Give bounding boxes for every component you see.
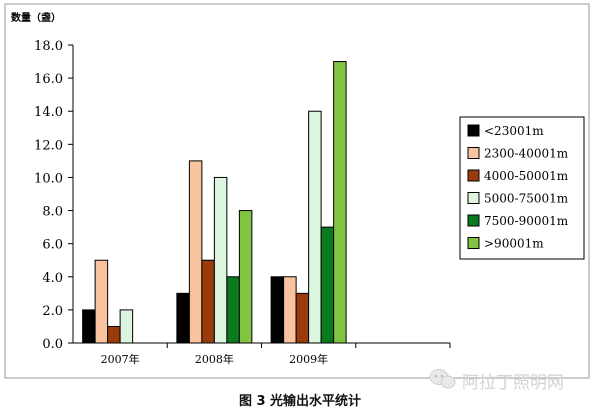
legend-entry: <23001m bbox=[484, 124, 544, 138]
legend-swatch bbox=[467, 214, 480, 227]
y-tick-label: 10.0 bbox=[34, 171, 63, 186]
bar bbox=[238, 210, 253, 344]
y-tick-label: 0.0 bbox=[42, 337, 63, 352]
bar bbox=[119, 309, 134, 344]
legend-swatch bbox=[467, 192, 480, 204]
wechat-icon bbox=[429, 369, 456, 389]
watermark: 阿拉丁照明网 bbox=[429, 369, 564, 393]
bar bbox=[201, 259, 215, 344]
bar bbox=[176, 292, 190, 344]
x-tick-label: 2009年 bbox=[289, 352, 328, 366]
legend-entry: 7500-90001m bbox=[484, 214, 569, 228]
legend-swatch bbox=[467, 147, 480, 159]
y-axis-label: 数量（盏） bbox=[11, 11, 61, 24]
x-tick-label: 2007年 bbox=[101, 352, 140, 366]
legend-swatch bbox=[467, 237, 480, 249]
watermark-text: 阿拉丁照明网 bbox=[462, 373, 564, 393]
bar bbox=[213, 176, 228, 344]
bar bbox=[333, 61, 347, 344]
bar bbox=[107, 325, 121, 344]
legend-entry: >90001m bbox=[484, 237, 544, 251]
bar bbox=[226, 276, 240, 344]
y-tick-label: 14.0 bbox=[34, 105, 63, 120]
bar bbox=[188, 160, 203, 344]
bar bbox=[283, 276, 297, 344]
y-tick-label: 16.0 bbox=[34, 72, 63, 87]
legend: <23001m 2300-40001m 4000-50001m 5000-75001m… bbox=[459, 116, 585, 260]
y-tick-label: 6.0 bbox=[42, 238, 63, 253]
plot-area: 0.0 2.0 4.0 6.0 8.0 10.0 12.0 14.0 16.0 18.0 2007年… bbox=[34, 39, 451, 366]
bar bbox=[320, 226, 335, 344]
bar bbox=[82, 309, 96, 344]
bar bbox=[308, 110, 322, 344]
legend-swatch bbox=[467, 169, 480, 182]
y-tick-label: 2.0 bbox=[42, 304, 63, 319]
x-tick-label: 2008年 bbox=[195, 352, 234, 366]
figure-caption: 图 3 光输出水平统计 bbox=[239, 393, 361, 409]
y-tick-label: 18.0 bbox=[34, 39, 63, 54]
legend-entry: 4000-50001m bbox=[484, 169, 569, 183]
legend-swatch bbox=[467, 124, 480, 137]
y-tick-label: 12.0 bbox=[34, 138, 63, 153]
bar bbox=[295, 292, 310, 344]
y-tick-label: 4.0 bbox=[42, 271, 63, 286]
legend-entry: 2300-40001m bbox=[484, 147, 569, 161]
legend-box bbox=[459, 116, 585, 260]
bar bbox=[270, 276, 285, 344]
bar bbox=[94, 259, 109, 344]
y-tick-label: 8.0 bbox=[42, 205, 63, 220]
legend-entry: 5000-75001m bbox=[484, 192, 569, 206]
